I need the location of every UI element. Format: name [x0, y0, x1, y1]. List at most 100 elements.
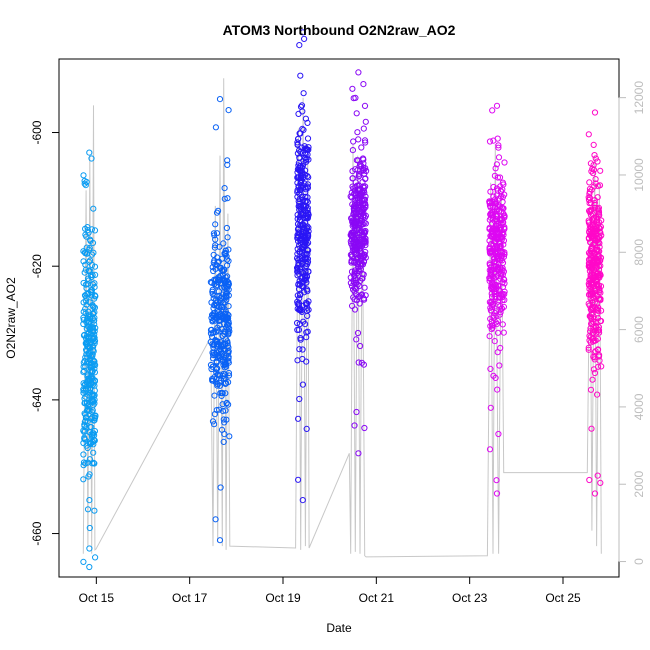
data-point: [354, 329, 362, 337]
data-point: [590, 170, 597, 177]
data-point: [294, 221, 302, 228]
data-point: [348, 194, 355, 201]
data-point: [587, 227, 595, 234]
data-point: [90, 249, 97, 256]
data-point: [224, 273, 231, 280]
data-point: [89, 324, 96, 331]
data-point: [355, 69, 362, 76]
x-axis-label: Date: [326, 621, 352, 635]
data-point: [214, 315, 221, 322]
data-point: [592, 277, 599, 285]
data-point: [81, 418, 89, 425]
data-point: [587, 306, 594, 313]
data-point: [295, 162, 302, 169]
data-point: [295, 476, 302, 483]
data-point: [489, 322, 496, 329]
data-point: [360, 271, 367, 278]
data-point: [221, 185, 228, 192]
data-point: [354, 129, 361, 136]
data-point: [302, 210, 309, 217]
data-point: [488, 293, 496, 300]
data-point: [359, 261, 367, 268]
data-point: [351, 228, 358, 235]
data-point: [361, 296, 368, 303]
data-point: [486, 245, 493, 252]
data-point: [91, 334, 98, 341]
data-point: [300, 283, 307, 290]
data-point: [594, 472, 601, 479]
data-point: [305, 174, 312, 181]
data-point: [223, 224, 230, 232]
y-axis: -600 -620 -640 -660: [30, 120, 60, 546]
data-point: [596, 248, 603, 255]
data-point: [596, 244, 603, 251]
data-point: [594, 194, 601, 201]
data-point: [216, 297, 224, 304]
data-point: [219, 408, 227, 415]
data-point: [209, 286, 216, 293]
data-point: [488, 326, 495, 333]
data-point: [594, 335, 602, 342]
data-point: [494, 329, 502, 336]
data-point: [587, 247, 594, 254]
data-point: [224, 262, 231, 269]
data-point: [80, 558, 87, 566]
data-point: [596, 225, 604, 232]
data-point: [211, 421, 218, 428]
data-point: [352, 166, 359, 173]
data-point: [498, 236, 505, 243]
data-point: [303, 202, 310, 209]
data-point: [80, 451, 87, 458]
data-point: [499, 279, 506, 286]
data-point: [304, 247, 311, 254]
data-point: [224, 157, 231, 164]
data-point: [354, 191, 361, 198]
data-point: [496, 195, 503, 202]
data-point: [488, 233, 496, 240]
data-point: [486, 260, 493, 267]
data-point: [347, 193, 354, 200]
y-tick-label: -660: [30, 521, 44, 545]
data-point: [211, 257, 218, 264]
data-point: [491, 338, 498, 345]
data-point: [90, 378, 97, 385]
data-point: [84, 281, 91, 288]
data-point: [594, 158, 601, 165]
data-point: [302, 219, 309, 226]
data-point: [350, 221, 357, 228]
data-point: [226, 433, 233, 440]
data-point: [497, 344, 504, 352]
data-point: [591, 228, 598, 235]
data-point: [217, 354, 224, 361]
data-point: [487, 188, 494, 195]
right-y-tick-label: 12000: [632, 81, 646, 115]
data-point: [222, 316, 229, 324]
data-point: [217, 342, 225, 349]
data-point: [216, 537, 224, 544]
data-point: [593, 265, 600, 272]
data-point: [300, 318, 307, 325]
data-point: [359, 155, 367, 162]
right-y-axis: 0 2000 4000 6000 8000 10000 12000: [618, 81, 646, 565]
data-point: [349, 175, 356, 182]
data-point: [91, 227, 99, 234]
data-point: [224, 234, 231, 241]
data-point: [295, 281, 302, 288]
data-point: [225, 303, 232, 310]
data-point: [591, 369, 599, 377]
data-point: [585, 344, 592, 351]
data-point: [294, 235, 301, 242]
data-point: [219, 332, 226, 340]
data-point: [597, 289, 604, 296]
data-point: [217, 484, 224, 491]
data-point: [90, 391, 97, 398]
data-point: [591, 201, 598, 208]
data-point: [357, 342, 364, 350]
data-point: [215, 207, 222, 214]
data-point: [213, 359, 220, 366]
data-point: [295, 415, 302, 422]
data-point: [304, 288, 311, 295]
data-point: [495, 144, 502, 151]
data-point: [493, 102, 501, 109]
data-point: [597, 479, 604, 486]
